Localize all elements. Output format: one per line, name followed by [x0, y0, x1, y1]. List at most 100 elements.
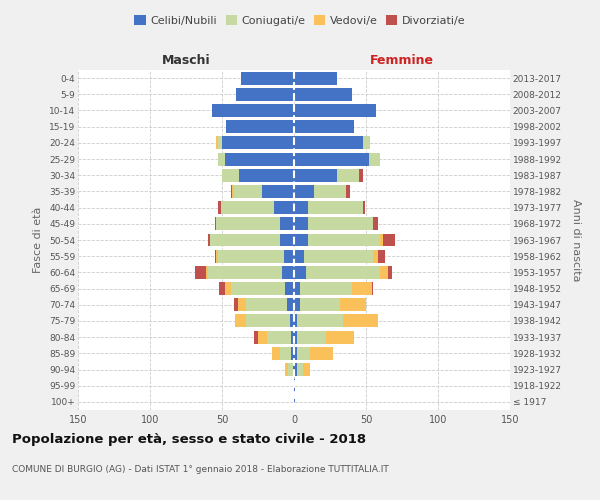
- Bar: [230, 185, 232, 198]
- Bar: [297, 363, 302, 376]
- Bar: [274, 201, 294, 214]
- Bar: [326, 330, 355, 344]
- Bar: [294, 347, 297, 360]
- Bar: [208, 266, 283, 279]
- Bar: [272, 347, 280, 360]
- Bar: [215, 218, 216, 230]
- Bar: [388, 266, 392, 279]
- Bar: [283, 266, 294, 279]
- Bar: [211, 234, 280, 246]
- Bar: [294, 104, 376, 117]
- Bar: [304, 250, 373, 262]
- Bar: [372, 282, 373, 295]
- Bar: [297, 314, 343, 328]
- Text: Maschi: Maschi: [161, 54, 211, 67]
- Text: COMUNE DI BURGIO (AG) - Dati ISTAT 1° gennaio 2018 - Elaborazione TUTTITALIA.IT: COMUNE DI BURGIO (AG) - Dati ISTAT 1° ge…: [12, 465, 389, 474]
- Bar: [294, 72, 337, 85]
- Bar: [340, 298, 366, 311]
- Bar: [247, 298, 287, 311]
- Bar: [294, 136, 363, 149]
- Bar: [216, 136, 218, 149]
- Bar: [308, 201, 363, 214]
- Bar: [215, 250, 216, 262]
- Bar: [266, 330, 291, 344]
- Bar: [225, 152, 294, 166]
- Bar: [369, 152, 380, 166]
- Bar: [239, 169, 294, 181]
- Bar: [206, 266, 208, 279]
- Bar: [291, 347, 294, 360]
- Bar: [258, 330, 266, 344]
- Bar: [194, 266, 206, 279]
- Bar: [337, 169, 359, 181]
- Bar: [280, 218, 294, 230]
- Bar: [294, 169, 337, 181]
- Bar: [346, 185, 350, 198]
- Bar: [302, 363, 310, 376]
- Bar: [262, 185, 294, 198]
- Text: Femmine: Femmine: [370, 54, 434, 67]
- Bar: [294, 282, 300, 295]
- Bar: [310, 347, 333, 360]
- Bar: [218, 250, 284, 262]
- Bar: [280, 234, 294, 246]
- Bar: [233, 185, 262, 198]
- Bar: [294, 363, 297, 376]
- Bar: [294, 218, 308, 230]
- Bar: [294, 379, 295, 392]
- Bar: [241, 72, 294, 85]
- Bar: [314, 185, 346, 198]
- Bar: [294, 298, 300, 311]
- Y-axis label: Anni di nascita: Anni di nascita: [571, 198, 581, 281]
- Bar: [222, 169, 239, 181]
- Text: Popolazione per età, sesso e stato civile - 2018: Popolazione per età, sesso e stato civil…: [12, 432, 366, 446]
- Y-axis label: Fasce di età: Fasce di età: [34, 207, 43, 273]
- Bar: [235, 314, 247, 328]
- Bar: [294, 88, 352, 101]
- Bar: [280, 347, 291, 360]
- Bar: [380, 266, 388, 279]
- Bar: [294, 185, 314, 198]
- Bar: [293, 363, 294, 376]
- Bar: [233, 298, 238, 311]
- Bar: [294, 250, 304, 262]
- Bar: [291, 330, 294, 344]
- Bar: [294, 234, 308, 246]
- Bar: [383, 234, 395, 246]
- Bar: [286, 282, 294, 295]
- Bar: [377, 250, 385, 262]
- Bar: [294, 120, 355, 133]
- Bar: [300, 298, 340, 311]
- Bar: [373, 218, 377, 230]
- Bar: [294, 201, 308, 214]
- Bar: [308, 234, 380, 246]
- Bar: [230, 282, 286, 295]
- Bar: [216, 218, 280, 230]
- Bar: [219, 282, 225, 295]
- Bar: [232, 185, 233, 198]
- Bar: [284, 250, 294, 262]
- Bar: [294, 152, 369, 166]
- Bar: [294, 314, 297, 328]
- Bar: [308, 218, 373, 230]
- Bar: [216, 250, 218, 262]
- Legend: Celibi/Nubili, Coniugati/e, Vedovi/e, Divorziati/e: Celibi/Nubili, Coniugati/e, Vedovi/e, Di…: [130, 10, 470, 30]
- Bar: [352, 282, 372, 295]
- Bar: [294, 330, 297, 344]
- Bar: [380, 234, 383, 246]
- Bar: [373, 250, 377, 262]
- Bar: [297, 347, 310, 360]
- Bar: [208, 234, 211, 246]
- Bar: [238, 298, 247, 311]
- Bar: [212, 104, 294, 117]
- Bar: [226, 120, 294, 133]
- Bar: [218, 152, 225, 166]
- Bar: [363, 136, 370, 149]
- Bar: [236, 88, 294, 101]
- Bar: [225, 282, 230, 295]
- Bar: [359, 169, 363, 181]
- Bar: [218, 201, 221, 214]
- Bar: [343, 314, 377, 328]
- Bar: [305, 266, 380, 279]
- Bar: [286, 363, 288, 376]
